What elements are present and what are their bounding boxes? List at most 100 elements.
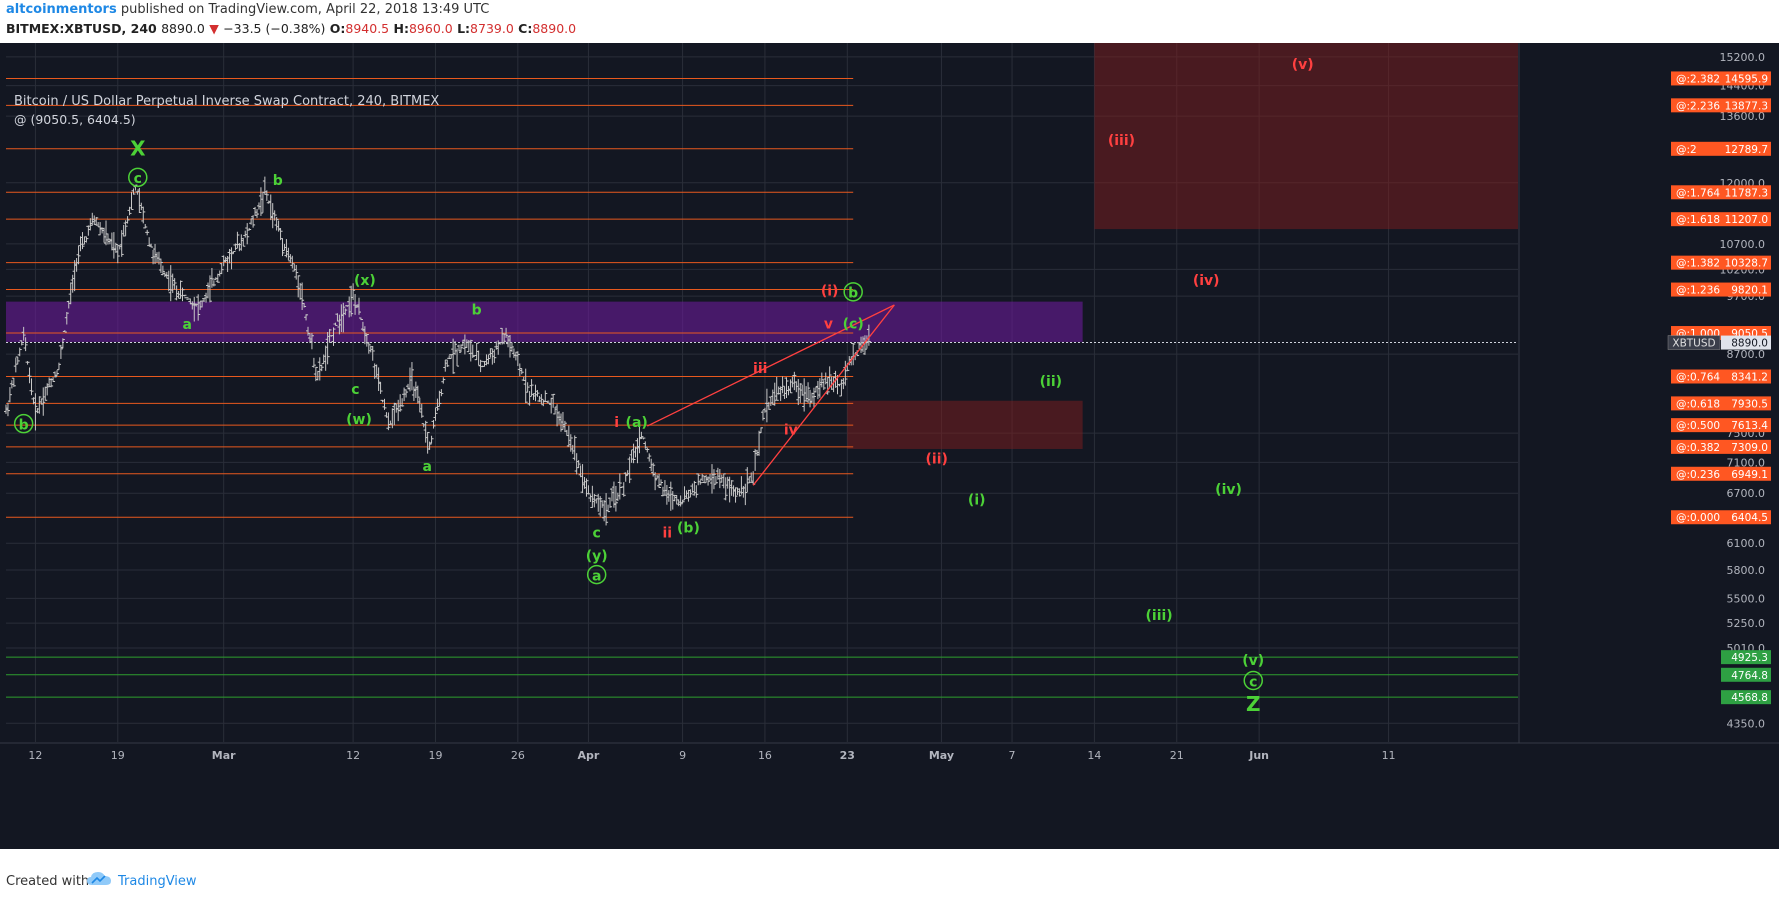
current-price-label: 8890.0 (1731, 338, 1768, 350)
fib-value-label: 13877.3 (1725, 100, 1768, 112)
wave-label: c (593, 526, 601, 542)
wave-label: (i) (821, 284, 839, 300)
time-tick-label: 9 (679, 749, 686, 762)
price-tick-label: 7100.0 (1727, 456, 1766, 469)
high-label: H: (393, 21, 409, 36)
wave-label: iv (784, 422, 798, 438)
time-tick-label: 19 (428, 749, 442, 762)
wave-label: X (130, 136, 146, 160)
zone-red (1094, 43, 1518, 230)
published-text: published on TradingView.com, April 22, … (120, 2, 490, 17)
fib-value-label: 11207.0 (1725, 214, 1768, 226)
price-tick-label: 13600.0 (1720, 110, 1766, 123)
fib-value-label: 12789.7 (1725, 144, 1768, 156)
wave-label-circle (13, 413, 34, 434)
wedge-trendline (752, 304, 895, 486)
change-arrow-icon: ▼ (209, 21, 219, 36)
close-value: 8890.0 (532, 21, 577, 36)
wave-label: (x) (354, 273, 376, 289)
current-price-badge (1721, 335, 1771, 350)
ohlc-line: BITMEX:XBTUSD, 240 8890.0 ▼ −33.5 (−0.38… (6, 21, 576, 36)
wave-label: (ii) (1040, 374, 1062, 390)
wave-label: (y) (586, 548, 608, 564)
price-tick-label: 5800.0 (1727, 564, 1766, 577)
tradingview-cloud-icon[interactable] (86, 871, 112, 887)
tradingview-link[interactable]: TradingView (118, 874, 197, 889)
fib-ratio-label: @:1.382 (1676, 258, 1720, 270)
support-value-label: 4568.8 (1731, 692, 1768, 704)
author-link[interactable]: altcoinmentors (6, 2, 117, 17)
symbol-title: Bitcoin / US Dollar Perpetual Inverse Sw… (14, 94, 440, 109)
fib-ratio-label: @:2 (1676, 144, 1697, 156)
wave-label: v (824, 317, 833, 333)
fib-value-label: 7309.0 (1731, 442, 1768, 454)
fib-value-label: 11787.3 (1725, 187, 1768, 199)
support-badge (1721, 650, 1771, 665)
fib-badge (1671, 71, 1771, 86)
zone-red (847, 400, 1083, 449)
time-tick-label: 21 (1170, 749, 1184, 762)
price-tick-label: 4350.0 (1727, 717, 1766, 730)
wave-label: a (182, 317, 191, 333)
wedge-trendline (646, 304, 895, 427)
symbol-interval: BITMEX:XBTUSD, 240 (6, 21, 157, 36)
fib-badge (1671, 255, 1771, 270)
fib-badge (1671, 510, 1771, 525)
time-tick-label: May (929, 749, 954, 762)
wave-label: (iv) (1193, 273, 1220, 289)
price-chart[interactable]: Xc b b a (x) c (w) b a c (y) a i (a) ii (b) iii iv v (c) (i)… (0, 43, 1779, 849)
fib-badge (1671, 396, 1771, 411)
fib-ratio-label: @:2.236 (1676, 100, 1720, 112)
support-value-label: 4764.8 (1731, 670, 1768, 682)
wave-label: iii (753, 361, 767, 377)
support-badge (1721, 690, 1771, 705)
fib-ratio-label: @:0.764 (1676, 372, 1720, 384)
price-axis-bg (1520, 43, 1779, 743)
publish-header: altcoinmentors published on TradingView.… (0, 0, 1779, 40)
time-tick-label: 23 (840, 749, 855, 762)
time-tick-label: Jun (1248, 749, 1269, 762)
fib-value-label: 8341.2 (1731, 372, 1768, 384)
fib-badge (1671, 466, 1771, 481)
wave-label: (a) (626, 415, 648, 431)
time-tick-label: 12 (28, 749, 42, 762)
time-tick-label: 19 (111, 749, 125, 762)
wave-label: c (134, 171, 142, 187)
fib-badge (1671, 439, 1771, 454)
wave-label: a (592, 568, 601, 584)
fib-value-label: 7613.4 (1731, 420, 1768, 432)
fib-value-label: 7930.5 (1731, 398, 1768, 410)
wave-label-circle (1243, 670, 1264, 691)
fib-badge (1671, 418, 1771, 433)
symbol-tag-label: XBTUSD (1672, 338, 1715, 350)
time-tick-label: 11 (1382, 749, 1396, 762)
fib-ratio-label: @:0.000 (1676, 512, 1720, 524)
wave-label: (c) (843, 317, 864, 333)
fib-badge (1671, 185, 1771, 200)
price-tick-label: 10700.0 (1720, 238, 1766, 251)
open-label: O: (329, 21, 346, 36)
fib-ratio-label: @:1.618 (1676, 214, 1720, 226)
wave-label: Z (1246, 692, 1261, 716)
fib-ratio-label: @:0.382 (1676, 442, 1720, 454)
fib-value-label: 6949.1 (1731, 469, 1768, 481)
wave-label: b (472, 302, 482, 318)
wave-label-circle (128, 167, 148, 188)
fib-ratio-label: @:1.236 (1676, 285, 1720, 297)
wave-label: (ii) (926, 451, 948, 467)
time-tick-label: 26 (511, 749, 525, 762)
price-tick-label: 5500.0 (1727, 592, 1766, 605)
fib-badge (1671, 141, 1771, 156)
wave-label: b (273, 173, 283, 189)
fib-value-label: 14595.9 (1725, 73, 1768, 85)
price-tick-label: 15200.0 (1720, 51, 1766, 64)
price-tick-label: 8700.0 (1727, 348, 1766, 361)
fib-value-label: 10328.7 (1725, 258, 1768, 270)
wave-label: (iii) (1108, 133, 1135, 149)
high-value: 8960.0 (408, 21, 453, 36)
wave-label: c (1249, 674, 1257, 690)
publish-line: altcoinmentors published on TradingView.… (6, 2, 489, 17)
price-tick-label: 6100.0 (1727, 537, 1766, 550)
support-badge (1721, 667, 1771, 682)
